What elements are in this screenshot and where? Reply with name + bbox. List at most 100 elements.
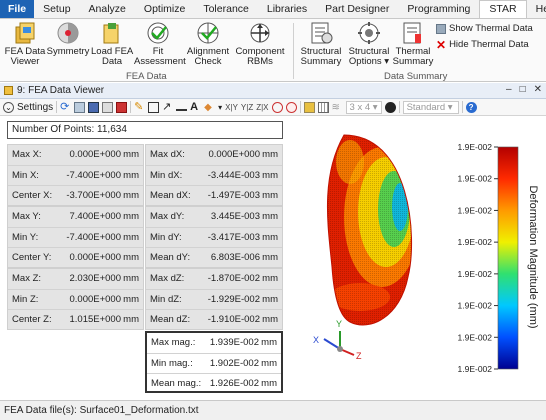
stat-unit: mm (123, 190, 139, 201)
stat-value: 0.000E+000 (208, 149, 260, 160)
structural-options-button[interactable]: Structural Options ▾ (346, 21, 392, 67)
hide-thermal-data-button[interactable]: ✕ Hide Thermal Data (436, 37, 529, 52)
stat-name: Max X: (12, 149, 42, 160)
colorbar-title: Deformation Magnitude (mm) (527, 185, 539, 328)
no-symbol-icon[interactable] (285, 101, 297, 113)
structural-summary-button[interactable]: Structural Summary (298, 21, 344, 67)
data-summary-group-label: Data Summary (384, 71, 448, 82)
fea-data-viewer-button[interactable]: FEA Data Viewer (4, 21, 46, 67)
stat-value: -3.700E+000 (66, 190, 121, 201)
menu-programming[interactable]: Programming (407, 3, 471, 15)
color-picker-icon[interactable]: ◆ (204, 101, 212, 113)
menu-tolerance[interactable]: Tolerance (203, 3, 249, 15)
dz-stats-block: Max dZ: -1.870E-002 mm Min dZ: -1.929E-002 mm… (145, 268, 283, 330)
close-button[interactable]: ✕ (533, 84, 542, 95)
line-icon[interactable] (176, 108, 188, 111)
component-rbms-button[interactable]: Component RBMs (234, 21, 286, 67)
structural-options-icon (356, 21, 382, 45)
stat-unit: mm (261, 337, 277, 348)
view-dropdown[interactable]: Standard ▾ (402, 100, 459, 114)
grid-dropdown[interactable]: 3 x 4 ▾ (345, 100, 382, 114)
menu-help[interactable]: Help (535, 3, 546, 15)
stat-unit: mm (262, 314, 278, 325)
load-data-icon (99, 21, 125, 45)
settings-chevron-icon[interactable]: ⌄ (3, 101, 14, 113)
menu-file[interactable]: File (0, 0, 35, 18)
stat-value: 1.015E+000 (69, 314, 121, 325)
ribbon: FEA Data Viewer Symmetry Load FEA Data F… (0, 18, 546, 82)
stat-unit: mm (123, 232, 139, 243)
thermal-summary-button[interactable]: Thermal Summary (391, 21, 435, 67)
menu-optimize[interactable]: Optimize (143, 3, 186, 15)
symmetry-icon (55, 21, 81, 45)
stat-row: Max dY: 3.445E-003 mm (146, 207, 282, 227)
restore-button[interactable]: □ (519, 84, 526, 95)
save-icon[interactable] (88, 101, 100, 113)
show-thermal-data-button[interactable]: Show Thermal Data (436, 23, 533, 34)
colorbar (497, 146, 519, 370)
arrow-icon[interactable]: ↗ (162, 100, 172, 113)
stat-name: Min Z: (12, 294, 39, 305)
stat-name: Mean dY: (150, 252, 191, 263)
stat-name: Min dY: (150, 232, 182, 243)
stat-name: Min Y: (12, 232, 39, 243)
timer-icon[interactable] (384, 101, 396, 113)
grid-icon[interactable] (317, 101, 329, 113)
stat-row: Center X: -3.700E+000 mm (8, 185, 143, 205)
colorbar-tick-label: 1.9E-002 (458, 237, 493, 247)
dropdown-arrow-icon[interactable]: ▾ (218, 102, 223, 112)
menu-libraries[interactable]: Libraries (266, 3, 308, 15)
stat-name: Min dX: (150, 170, 183, 181)
thermal-icon (436, 23, 446, 34)
lock-icon[interactable] (303, 101, 315, 113)
structural-summary-icon (308, 21, 334, 45)
triad-x-label: X (313, 335, 319, 345)
view-zx-button[interactable]: Z|X (256, 102, 269, 112)
fea-surface (327, 135, 412, 325)
stat-unit: mm (262, 190, 278, 201)
stat-value: -3.444E-003 (207, 170, 260, 181)
layers-icon[interactable]: ≋ (331, 101, 340, 113)
symmetry-button[interactable]: Symmetry (46, 21, 90, 57)
stat-value: 0.000E+000 (69, 252, 121, 263)
load-fea-data-button[interactable]: Load FEA Data (91, 21, 133, 67)
menu-setup[interactable]: Setup (43, 3, 71, 15)
refresh-icon[interactable]: ⟳ (60, 100, 70, 113)
toolbar-separator (398, 101, 400, 113)
print-icon[interactable] (102, 101, 114, 113)
axis-triad: X Y Z (313, 319, 362, 361)
copy-icon[interactable] (74, 101, 86, 113)
fit-assessment-button[interactable]: Fit Assessment (134, 21, 186, 67)
probe-icon[interactable] (271, 101, 283, 113)
viewer-title: 9: FEA Data Viewer (17, 85, 105, 96)
stat-row: Center Y: 0.000E+000 mm (8, 247, 143, 267)
menu-part-designer[interactable]: Part Designer (325, 3, 390, 15)
stat-value: 3.445E-003 (210, 211, 260, 222)
magnitude-stats-block: Max mag.: 1.939E-002 mm Min mag.: 1.902E-002… (145, 331, 283, 393)
stat-row: Min dZ: -1.929E-002 mm (146, 289, 282, 309)
stat-unit: mm (123, 149, 139, 160)
rectangle-icon[interactable] (148, 101, 160, 113)
alignment-check-button[interactable]: Alignment Check (184, 21, 232, 67)
stat-value: 7.400E+000 (69, 211, 121, 222)
stat-name: Center X: (12, 190, 53, 201)
view-xy-button[interactable]: X|Y (225, 102, 238, 112)
stat-unit: mm (262, 232, 278, 243)
stat-unit: mm (262, 211, 278, 222)
stat-row: Max Z: 2.030E+000 mm (8, 269, 143, 289)
stat-name: Max dZ: (150, 273, 185, 284)
settings-button[interactable]: Settings (17, 101, 54, 113)
alignment-check-icon (195, 21, 221, 45)
deformation-plot[interactable]: X Y Z 1.9E-002 1.9E-002 1.9E-002 1.9E-002 1.… (290, 117, 546, 399)
stat-name: Min dZ: (150, 294, 182, 305)
menu-star[interactable]: STAR (479, 0, 527, 18)
stat-row: Min dX: -3.444E-003 mm (146, 165, 282, 185)
help-icon[interactable]: ? (465, 101, 477, 113)
menu-analyze[interactable]: Analyze (88, 3, 126, 15)
export-icon[interactable] (116, 101, 128, 113)
text-icon[interactable]: A (190, 100, 199, 113)
minimize-button[interactable]: – (506, 84, 512, 95)
view-yz-button[interactable]: Y|Z (240, 102, 254, 112)
stat-name: Mean mag.: (151, 378, 202, 389)
pencil-icon[interactable]: ✎ (134, 100, 144, 113)
